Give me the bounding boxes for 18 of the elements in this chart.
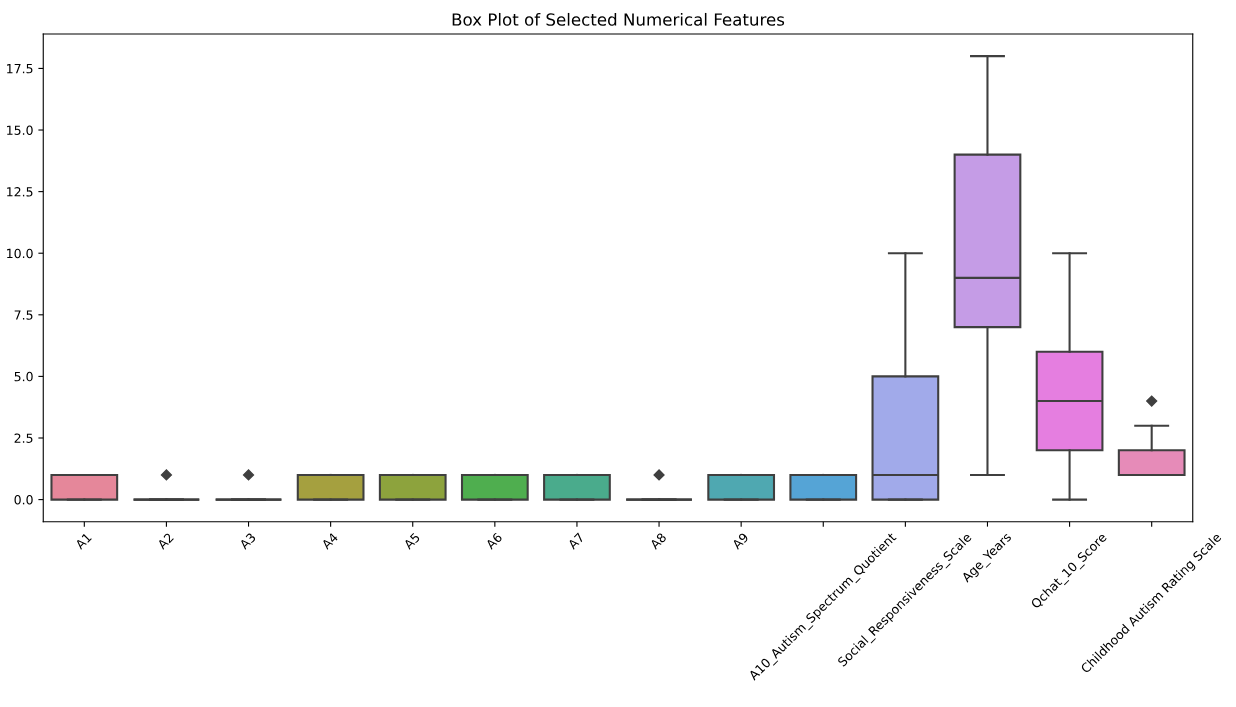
x-tick-label: A8 xyxy=(649,532,667,550)
x-tick-label: A9 xyxy=(731,532,749,550)
chart-title: Box Plot of Selected Numerical Features xyxy=(452,12,785,26)
x-tick-label: A4 xyxy=(320,532,339,550)
x-tick-label: A2 xyxy=(156,532,174,550)
y-tick-label: 2.5 xyxy=(14,433,33,443)
x-tick-label: A5 xyxy=(402,532,421,550)
y-tick-label: 17.5 xyxy=(7,64,33,74)
x-tick-label: A1 xyxy=(74,532,92,550)
y-tick-label: 5.0 xyxy=(14,371,33,382)
y-tick-label: 7.5 xyxy=(14,310,33,320)
y-tick-label: 12.5 xyxy=(7,187,33,197)
y-tick-label: 10.0 xyxy=(7,248,33,259)
y-tick-label: 15.0 xyxy=(7,125,33,135)
x-tick-label: A7 xyxy=(567,532,585,550)
y-tick-label: 0.0 xyxy=(14,495,33,505)
x-tick-label: A3 xyxy=(238,532,257,550)
x-tick-label: A6 xyxy=(484,532,503,550)
